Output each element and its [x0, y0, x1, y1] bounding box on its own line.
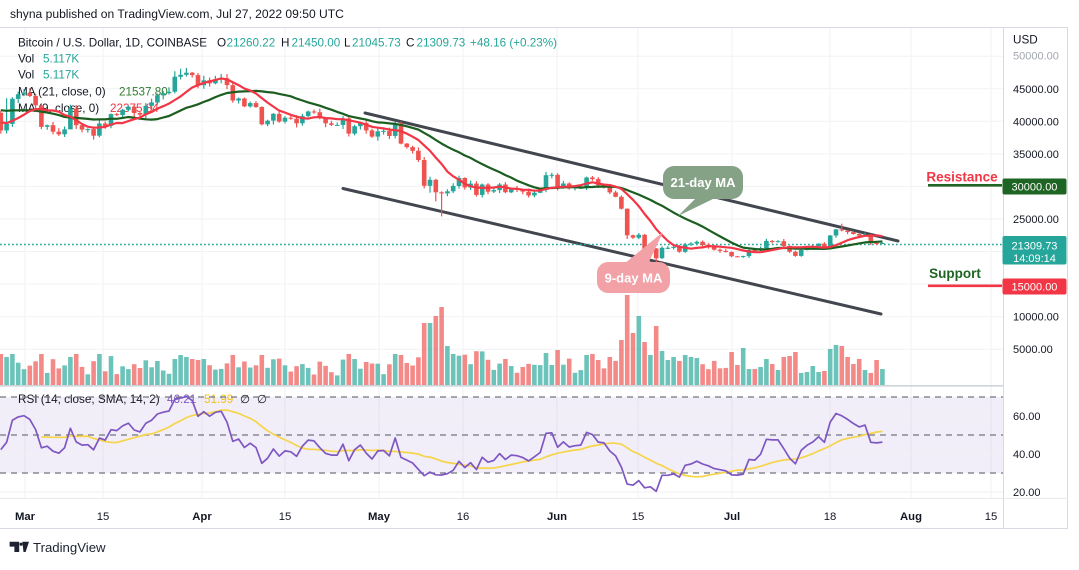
svg-text:MA (21, close, 0): MA (21, close, 0): [18, 86, 106, 99]
svg-text:21450.00: 21450.00: [292, 37, 341, 50]
svg-text:15: 15: [985, 511, 998, 523]
svg-text:May: May: [368, 511, 391, 523]
svg-text:Bitcoin / U.S. Dollar, 1D, COI: Bitcoin / U.S. Dollar, 1D, COINBASE: [18, 37, 207, 50]
svg-text:35000.00: 35000.00: [1013, 149, 1059, 161]
svg-text:C: C: [406, 37, 414, 50]
svg-text:21260.22: 21260.22: [227, 37, 276, 50]
svg-text:16: 16: [457, 511, 470, 523]
svg-text:60.00: 60.00: [1013, 411, 1041, 423]
svg-text:15000.00: 15000.00: [1012, 282, 1058, 294]
svg-text:Jun: Jun: [547, 511, 567, 523]
svg-text:15: 15: [632, 511, 645, 523]
svg-text:L: L: [344, 37, 351, 50]
svg-text:Aug: Aug: [900, 511, 922, 523]
svg-text:40000.00: 40000.00: [1013, 116, 1059, 128]
svg-text:Vol: Vol: [18, 69, 34, 82]
svg-text:+48.16 (+0.23%): +48.16 (+0.23%): [470, 37, 557, 50]
svg-text:21537.80: 21537.80: [119, 86, 168, 99]
svg-text:46.21: 46.21: [167, 393, 196, 406]
svg-text:∅: ∅: [240, 393, 250, 406]
svg-text:40.00: 40.00: [1013, 449, 1041, 461]
svg-text:15: 15: [279, 511, 292, 523]
svg-text:Apr: Apr: [192, 511, 212, 523]
svg-text:5.117K: 5.117K: [43, 69, 79, 82]
svg-text:O: O: [217, 37, 226, 50]
svg-text:Jul: Jul: [724, 511, 740, 523]
svg-text:RSI (14, close, SMA, 14, 2): RSI (14, close, SMA, 14, 2): [18, 393, 160, 406]
svg-text:9-day MA: 9-day MA: [605, 271, 663, 286]
svg-text:21309.73: 21309.73: [1012, 241, 1058, 253]
svg-text:14:09:14: 14:09:14: [1013, 253, 1056, 265]
svg-text:51.99: 51.99: [204, 393, 233, 406]
svg-text:∅: ∅: [257, 393, 267, 406]
svg-text:shyna published on TradingView: shyna published on TradingView.com, Jul …: [10, 7, 344, 21]
svg-text:21045.73: 21045.73: [352, 37, 401, 50]
svg-text:25000.00: 25000.00: [1013, 214, 1059, 226]
svg-text:21-day MA: 21-day MA: [670, 175, 736, 190]
svg-text:5.117K: 5.117K: [43, 53, 79, 66]
svg-text:30000.00: 30000.00: [1012, 182, 1058, 194]
svg-text:5000.00: 5000.00: [1013, 344, 1053, 356]
svg-text:50000.00: 50000.00: [1013, 51, 1059, 63]
svg-text:H: H: [281, 37, 289, 50]
svg-text:Resistance: Resistance: [926, 170, 998, 185]
svg-text:MA (9, close, 0): MA (9, close, 0): [18, 102, 99, 115]
svg-text:18: 18: [824, 511, 837, 523]
svg-text:USD: USD: [1013, 34, 1038, 47]
svg-text:Mar: Mar: [15, 511, 36, 523]
svg-text:TradingView: TradingView: [33, 540, 106, 555]
svg-text:Support: Support: [929, 266, 981, 281]
svg-text:45000.00: 45000.00: [1013, 84, 1059, 96]
svg-text:15: 15: [97, 511, 110, 523]
svg-text:21309.73: 21309.73: [417, 37, 466, 50]
svg-text:20.00: 20.00: [1013, 487, 1041, 499]
svg-text:10000.00: 10000.00: [1013, 312, 1059, 324]
svg-text:Vol: Vol: [18, 53, 34, 66]
